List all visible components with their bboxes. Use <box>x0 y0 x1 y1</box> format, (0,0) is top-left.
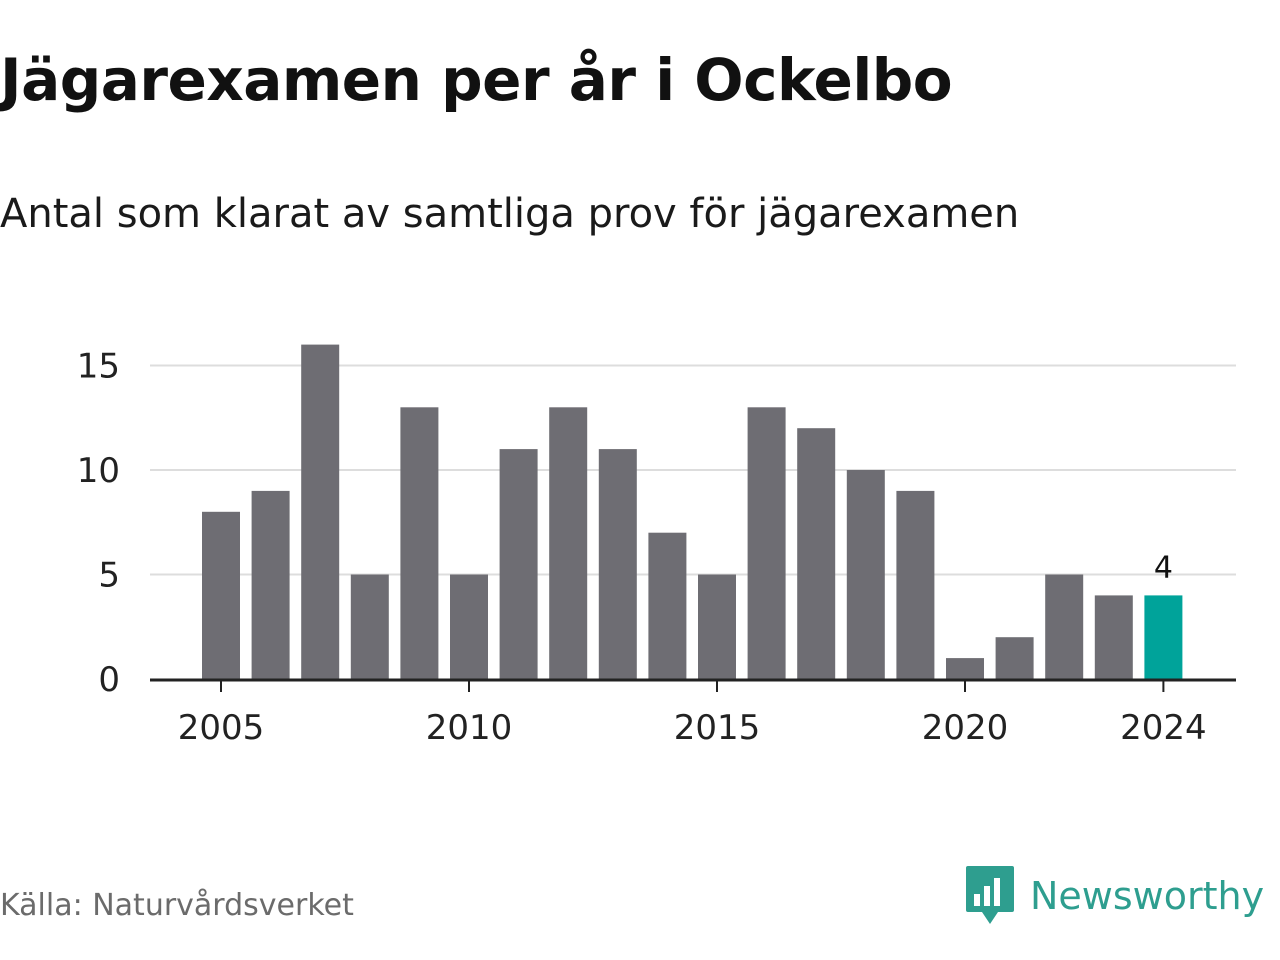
x-tick-label: 2005 <box>178 708 265 748</box>
data-label-2024: 4 <box>1154 550 1173 585</box>
bar-2023 <box>1094 595 1133 679</box>
bar-2007 <box>301 344 340 679</box>
y-tick-label: 15 <box>77 347 120 387</box>
bar-2018 <box>846 470 885 679</box>
brand-name: Newsworthy <box>1030 874 1265 918</box>
x-tick-label: 2010 <box>426 708 513 748</box>
bar-2011 <box>499 449 538 679</box>
x-tick-label: 2024 <box>1120 708 1207 748</box>
bar-chart: 0 5 10 15 2005 2010 2015 2020 2024 4 <box>77 344 1236 748</box>
bar-2014 <box>648 532 687 679</box>
bar-2013 <box>598 449 637 679</box>
axes: 0 5 10 15 2005 2010 2015 2020 2024 <box>77 347 1236 748</box>
bar-2016 <box>747 407 786 679</box>
chart-subtitle: Antal som klarat av samtliga prov för jä… <box>0 191 1020 237</box>
bar-2009 <box>400 407 439 679</box>
bar-2010 <box>450 574 488 679</box>
bar-2024 <box>1144 595 1183 679</box>
bar-2012 <box>549 407 588 679</box>
bar-2017 <box>797 428 836 679</box>
newsworthy-logo-icon <box>966 866 1014 924</box>
chart-title: Jägarexamen per år i Ockelbo <box>0 46 953 114</box>
bar-2005 <box>202 511 240 679</box>
bar-2006 <box>251 490 290 679</box>
bar-2015 <box>698 574 736 679</box>
brand: Newsworthy <box>964 864 1264 928</box>
y-tick-label: 10 <box>77 451 120 491</box>
data-labels: 4 <box>1154 550 1173 585</box>
y-tick-label: 0 <box>98 660 120 700</box>
bar-2008 <box>350 574 389 679</box>
bars <box>202 344 1183 679</box>
bar-2020 <box>946 658 984 679</box>
bar-2022 <box>1045 574 1084 679</box>
source-note: Källa: Naturvårdsverket <box>0 888 354 923</box>
x-tick-label: 2020 <box>922 708 1009 748</box>
bar-2021 <box>995 637 1034 679</box>
x-tick-label: 2015 <box>674 708 761 748</box>
bar-2019 <box>896 490 935 679</box>
y-tick-label: 5 <box>98 556 120 596</box>
